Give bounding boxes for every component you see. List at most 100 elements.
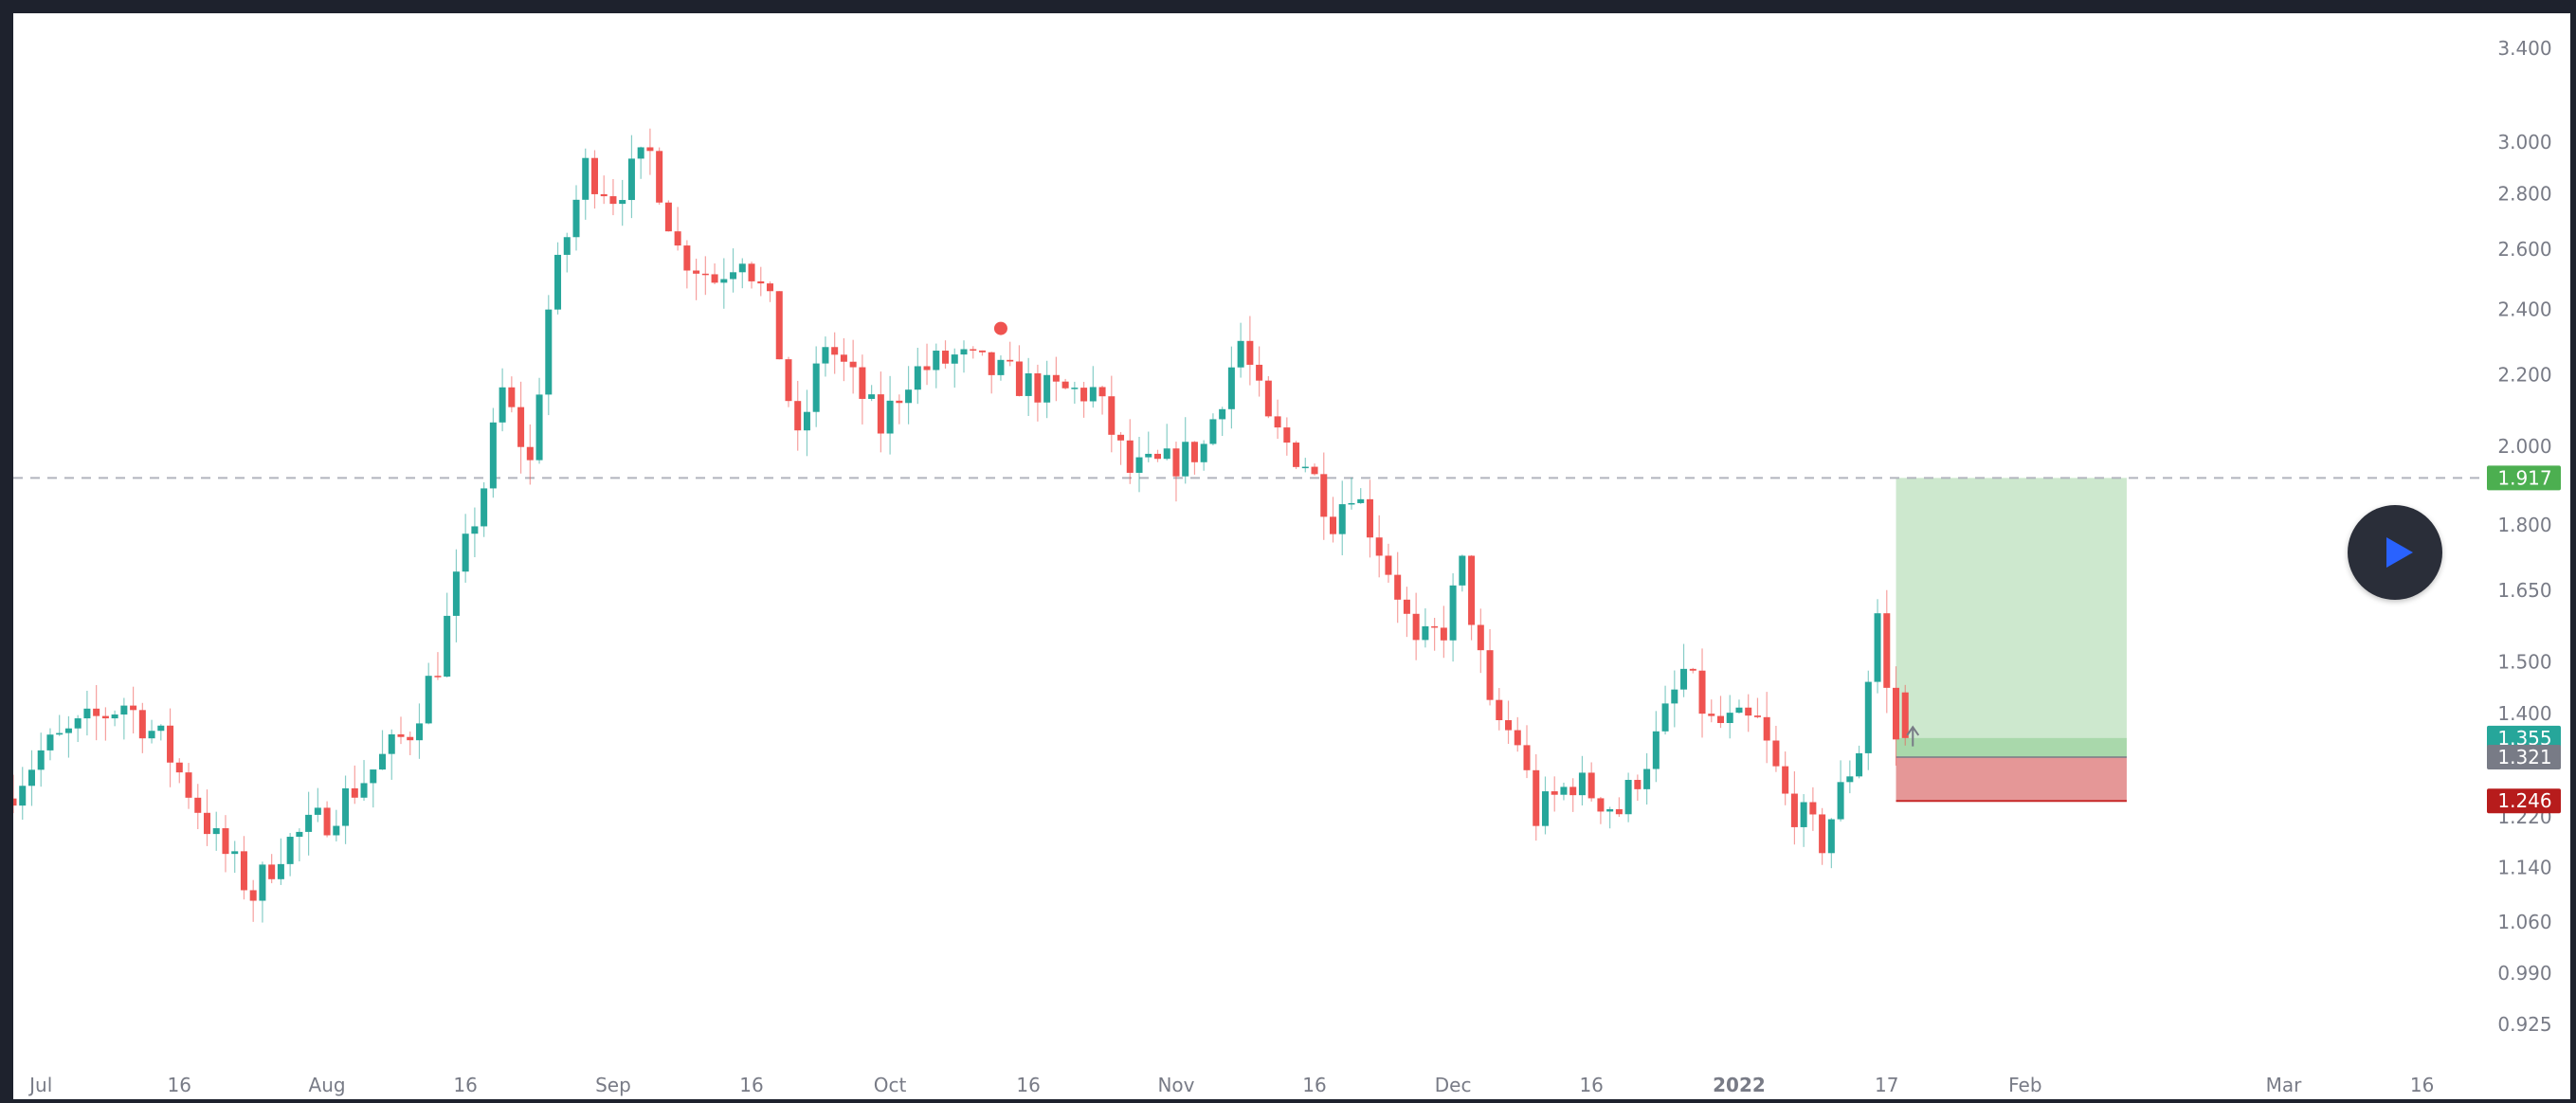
candle-down	[1615, 808, 1623, 815]
candle-up	[1459, 555, 1466, 586]
candlestick-chart[interactable]: Jul 16 Aug 16 Sep 16 Oct 16 Nov 16 Dec 16 2022 17 Feb M…	[13, 13, 2570, 1099]
candle-up	[1726, 713, 1733, 724]
candle-up	[83, 708, 91, 719]
candle-down	[101, 715, 109, 719]
candle-up	[886, 400, 894, 434]
y-tick-label: 1.650	[2497, 579, 2551, 602]
candle-up	[1624, 780, 1632, 815]
candle-up	[582, 157, 590, 200]
candle-up	[960, 349, 968, 355]
candle-down	[1080, 388, 1088, 402]
candle-down	[701, 273, 709, 276]
candle-down	[138, 710, 146, 739]
candle-up	[1089, 387, 1097, 402]
candle-down	[600, 193, 608, 197]
candle-down	[268, 864, 276, 879]
candle-down	[1015, 361, 1023, 396]
candle-down	[896, 400, 903, 404]
candle-up	[1606, 808, 1614, 812]
price-badge	[2487, 788, 2561, 814]
candle-up	[471, 526, 479, 534]
candle-up	[1827, 819, 1835, 854]
candle-down	[351, 787, 358, 798]
candle-up	[425, 676, 432, 724]
candle-down	[859, 367, 866, 399]
candle-down	[1293, 443, 1300, 467]
candle-up	[554, 254, 562, 310]
candle-down	[1117, 434, 1125, 441]
candle-down	[1587, 772, 1595, 799]
candle-down	[1366, 498, 1373, 538]
candle-up	[1348, 502, 1355, 505]
candle-up	[1680, 668, 1688, 690]
candle-down	[1634, 780, 1642, 789]
replay-play-button[interactable]	[2348, 505, 2442, 600]
candle-up	[1219, 408, 1226, 420]
candle-down	[1330, 516, 1337, 534]
entry-arrow-icon	[1906, 725, 1920, 747]
candle-down	[1782, 766, 1789, 794]
candle-up	[489, 422, 497, 489]
candle-up	[1864, 681, 1872, 753]
candle-down	[1007, 359, 1014, 362]
candle-down	[923, 366, 931, 371]
candle-down	[1689, 668, 1696, 671]
candle-down	[323, 807, 331, 836]
candle-up	[56, 732, 63, 735]
candle-down	[656, 151, 663, 203]
candle-down	[775, 291, 783, 360]
candle-down	[1708, 714, 1715, 716]
candle-down	[1523, 745, 1531, 770]
candle-down	[1264, 380, 1272, 417]
candle-down	[1533, 769, 1540, 826]
candle-up	[1735, 707, 1743, 714]
candle-down	[1883, 613, 1891, 688]
y-tick-label: 2.200	[2497, 363, 2551, 386]
price-badge-label: 1.321	[2497, 746, 2551, 768]
candle-down	[840, 354, 847, 362]
candle-down	[683, 245, 691, 271]
candle-up	[1227, 367, 1235, 409]
x-tick-label: 16	[1302, 1074, 1326, 1096]
candle-down	[13, 798, 17, 806]
candle-up	[111, 714, 118, 719]
candle-down	[1256, 364, 1263, 381]
candle-down	[175, 762, 183, 773]
y-tick-label: 1.400	[2497, 702, 2551, 725]
candle-down	[1320, 474, 1328, 517]
price-badge	[2487, 725, 2561, 750]
candle-up	[1578, 772, 1586, 796]
candle-up	[19, 786, 27, 806]
candle-up	[499, 387, 506, 423]
candle-up	[462, 533, 469, 572]
candle-down	[1698, 670, 1706, 714]
candle-down	[1496, 699, 1503, 721]
candle-up	[231, 851, 239, 855]
candle-down	[203, 812, 210, 835]
candle-down	[93, 708, 100, 716]
candle-down	[711, 274, 718, 283]
candle-up	[333, 825, 340, 836]
candle-up	[296, 831, 303, 838]
candle-down	[1246, 340, 1254, 365]
candle-down	[1819, 814, 1826, 854]
x-tick-label: Oct	[874, 1074, 907, 1096]
candle-up	[720, 279, 728, 283]
candle-up	[627, 158, 635, 201]
candle-up	[868, 394, 876, 399]
x-tick-label: 2022	[1713, 1074, 1766, 1096]
candle-up	[1671, 689, 1678, 704]
candle-down	[609, 196, 617, 205]
stop-zone	[1896, 756, 2127, 802]
candle-down	[785, 359, 792, 402]
candle-up	[1338, 504, 1346, 534]
candle-up	[1874, 613, 1881, 682]
candle-down	[831, 347, 839, 355]
candle-down	[1514, 730, 1521, 746]
candle-up	[951, 354, 958, 364]
candle-up	[1182, 442, 1189, 477]
candle-up	[1541, 791, 1549, 826]
candle-up	[1837, 782, 1844, 820]
candle-up	[563, 237, 571, 255]
candle-down	[646, 147, 654, 152]
